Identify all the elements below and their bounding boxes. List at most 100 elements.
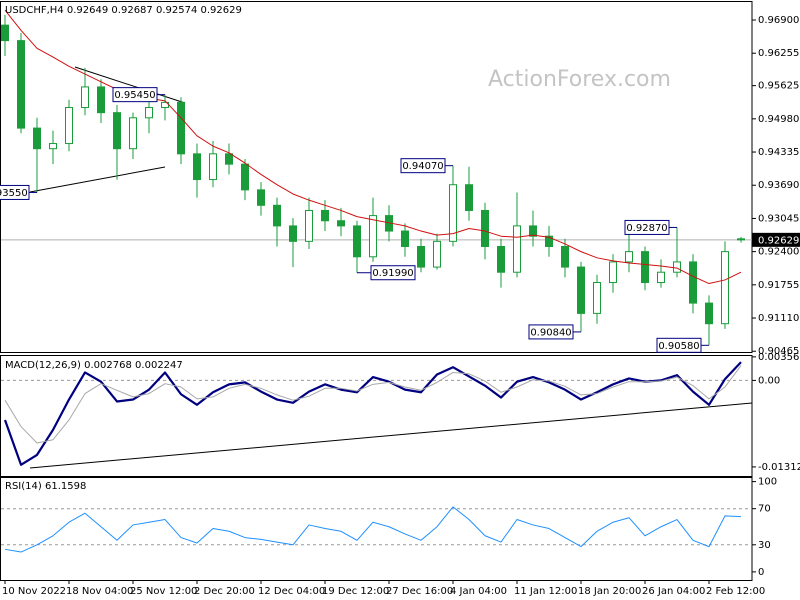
x-tick-label: 12 Dec 04:00 [258, 586, 325, 597]
candle-body [225, 153, 233, 165]
candle-body [433, 240, 441, 268]
candle-body [353, 225, 361, 258]
rsi-line [4, 506, 742, 553]
candle-body [241, 163, 249, 191]
annotation-box [400, 158, 446, 174]
annotation-box [656, 337, 702, 353]
y-tick-label: 0.91110 [758, 313, 799, 324]
annotation-label: 0.95450 [114, 90, 155, 101]
y-tick-label: 0.93045 [758, 213, 799, 224]
y-tick-label: 100 [758, 477, 777, 488]
candle-body [209, 153, 217, 181]
candle-body [1, 24, 9, 42]
y-tick-label: 0 [758, 567, 764, 578]
price-header: USDCHF,H4 0.92649 0.92687 0.92574 0.9262… [5, 5, 242, 16]
candle-body [273, 204, 281, 227]
x-tick-label: 25 Nov 12:00 [130, 586, 197, 597]
candle-body [17, 40, 25, 129]
candle-body [417, 245, 425, 268]
y-tick-label: 0.00 [758, 375, 780, 386]
watermark: ActionForex.com [488, 67, 671, 92]
candle-body [65, 107, 73, 145]
annotation-box [370, 265, 416, 281]
rsi-panel [0, 477, 753, 581]
macd-value: 0.002768 [84, 360, 132, 371]
candle-body [305, 209, 313, 242]
x-tick-label: 18 Jan 20:00 [578, 586, 641, 597]
candle-body [321, 209, 329, 222]
annotation-label: 0.90840 [530, 327, 571, 338]
candle-body [129, 117, 137, 150]
candle-body [561, 245, 569, 268]
rsi-title: RSI(14) [5, 481, 42, 492]
candle-body [545, 235, 553, 247]
annotation-label: 0.93550 [0, 188, 28, 199]
candle-body [497, 245, 505, 273]
trend-line [74, 66, 186, 104]
candle-body [337, 220, 345, 227]
y-tick-label: 0.95625 [758, 81, 799, 92]
x-tick-label: 2 Dec 20:00 [194, 586, 255, 597]
candle-body [465, 184, 473, 211]
macd-line [3, 361, 742, 466]
candle-body [177, 101, 185, 155]
y-tick-label: 0.003566 [758, 352, 800, 363]
candle-body [97, 86, 105, 114]
annotation-label: 0.91990 [372, 268, 413, 279]
candle-body [481, 209, 489, 247]
y-tick-label: 30 [758, 540, 771, 551]
candle-body [657, 271, 665, 284]
x-tick-label: 2 Feb 12:00 [706, 586, 765, 597]
candle-body [593, 282, 601, 314]
candle-body [689, 261, 697, 304]
x-tick-label: 10 Nov 2022 [2, 586, 66, 597]
candle-body [641, 251, 649, 284]
signal-value: 0.002247 [135, 360, 183, 371]
y-tick-label: 70 [758, 504, 771, 515]
candle-body [401, 230, 409, 247]
x-tick-label: 26 Jan 04:00 [642, 586, 705, 597]
y-tick-label: 0.96900 [758, 15, 799, 26]
last-price-tag [752, 232, 800, 247]
candle-body [625, 251, 633, 263]
candle-body [449, 184, 457, 242]
annotation-label: 0.92870 [626, 223, 667, 234]
close-value: 0.92629 [201, 5, 242, 16]
candle-body [369, 215, 377, 258]
marks: 0.96900 0.96255 0.95625 0.94980 0.94335 0.936… [0, 9, 800, 597]
candle-body [81, 86, 89, 109]
macd-header: MACD(12,26,9) 0.002768 0.002247 [5, 360, 183, 371]
candle-body [721, 251, 729, 325]
candle-body [673, 261, 681, 273]
rsi-header: RSI(14) 61.1598 [5, 481, 86, 492]
annotation-box [528, 324, 574, 340]
x-tick-label: 27 Dec 16:00 [386, 586, 453, 597]
candle-body [513, 225, 521, 273]
candle-body [49, 143, 57, 150]
candle-body [193, 153, 201, 181]
y-tick-label: 0.91755 [758, 280, 799, 291]
candle-body [289, 225, 297, 242]
signal-line [4, 365, 742, 444]
annotation-box [112, 87, 158, 103]
annotation-label: 0.90580 [658, 341, 699, 352]
x-tick-label: 18 Nov 04:00 [66, 586, 133, 597]
annotation-box [0, 184, 30, 200]
x-tick-label: 19 Dec 12:00 [322, 586, 389, 597]
high-value: 0.92687 [111, 5, 152, 16]
open-value: 0.92649 [67, 5, 108, 16]
y-tick-label: 0.96255 [758, 48, 799, 59]
candle-body [113, 112, 121, 150]
macd-title: MACD(12,26,9) [5, 360, 81, 371]
y-tick-label: 0.90465 [758, 346, 799, 357]
last-price-label: 0.92629 [758, 235, 799, 246]
annotation-label: 0.94070 [402, 161, 443, 172]
macd-panel [0, 355, 753, 477]
candle-body [145, 107, 153, 119]
price-panel [0, 1, 753, 353]
candle-body [529, 225, 537, 237]
candle-body [609, 261, 617, 284]
candle-body [257, 189, 265, 206]
x-tick-label: 4 Jan 04:00 [450, 586, 507, 597]
